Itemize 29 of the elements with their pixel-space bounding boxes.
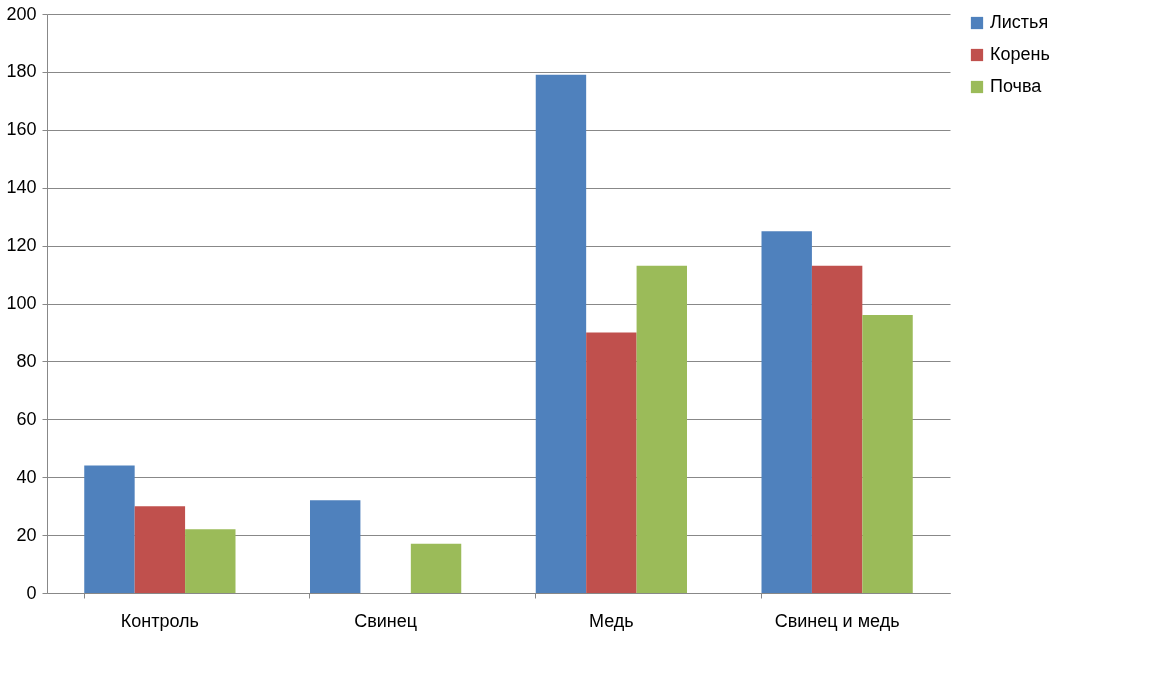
legend-label: Почва [990,76,1043,96]
y-tick-label: 100 [6,293,37,313]
y-tick-label: 160 [6,119,37,140]
y-tick-label: 60 [16,408,37,429]
y-tick-label: 40 [16,466,37,487]
y-tick-label: 120 [6,235,37,256]
bar [84,465,135,593]
bar [134,506,186,593]
legend-label: Корень [990,44,1050,64]
y-tick-label: 80 [16,350,37,371]
bar [862,315,913,593]
bar [636,265,687,593]
x-tick-label: Свинец и медь [774,610,900,631]
bar [410,543,462,593]
y-tick-label: 200 [6,3,37,24]
y-tick-label: 140 [6,177,37,198]
y-tick-label: 0 [26,582,37,603]
x-tick-label: Свинец [354,610,418,631]
x-tick-label: Контроль [120,610,199,631]
bar [535,74,587,593]
x-tick-label: Медь [589,610,634,631]
bar [586,332,637,593]
bar [811,265,863,593]
y-tick-label: 180 [6,61,37,82]
bar [310,500,361,593]
y-tick-label: 20 [16,524,37,545]
legend-label: Листья [990,12,1049,32]
bar [185,529,236,593]
bar [761,231,812,593]
